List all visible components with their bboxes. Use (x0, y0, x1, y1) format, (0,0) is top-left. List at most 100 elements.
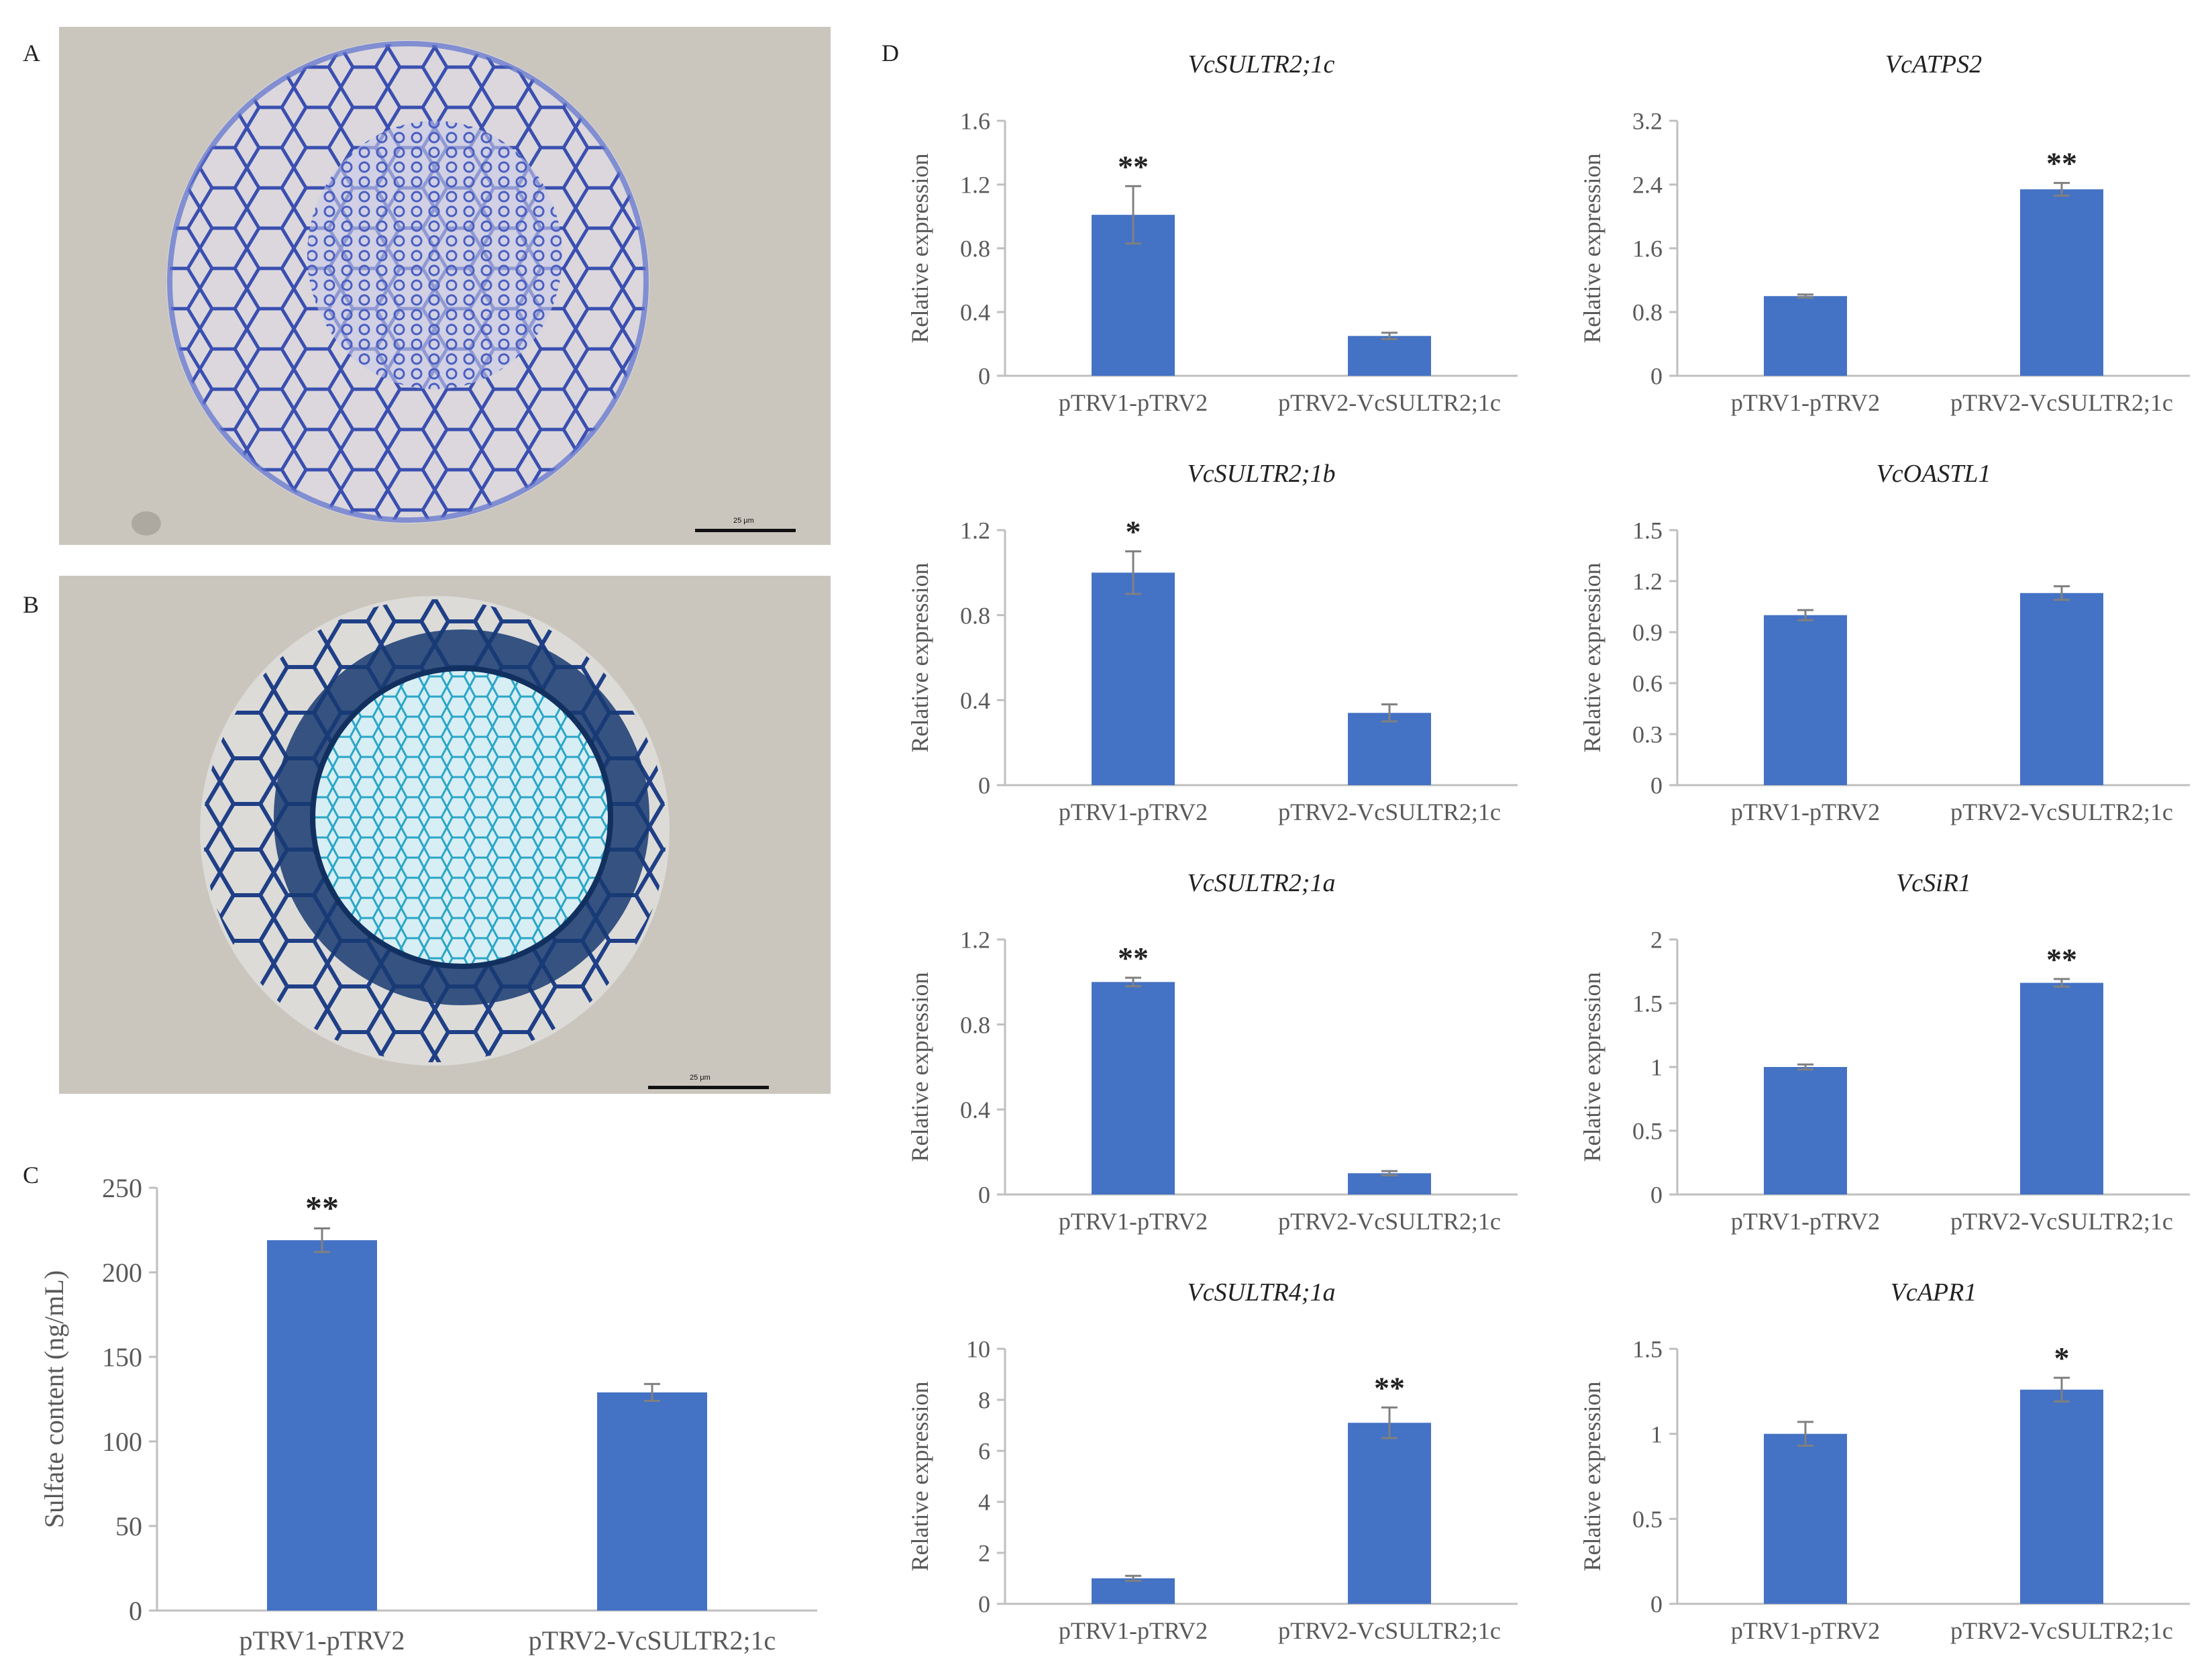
chart-d2: VcATPS2 0 0.8 1.6 2.4 3.2 Relative expression p… (1579, 50, 2190, 416)
y-tick-label: 1.2 (960, 927, 990, 954)
y-tick-label: 0 (978, 772, 990, 799)
bar-control (1092, 572, 1175, 785)
y-tick-label: 2.4 (1632, 172, 1663, 199)
y-tick-label: 0.5 (1632, 1118, 1663, 1145)
bar-silenced (2020, 189, 2103, 376)
chart-title: VcSULTR2;1b (1188, 460, 1336, 488)
bar-control (1764, 296, 1847, 376)
y-tick-label: 0.4 (960, 1097, 990, 1123)
x-category-label: pTRV1-pTRV2 (1059, 389, 1208, 416)
x-category-label: pTRV2-VcSULTR2;1c (1278, 389, 1501, 416)
significance-marker: ** (1118, 941, 1149, 975)
chart-title: VcSULTR4;1a (1188, 1278, 1336, 1307)
x-category-label: pTRV2-VcSULTR2;1c (1950, 1208, 2173, 1235)
chart-d1: VcSULTR2;1c 0 0.4 0.8 1.2 1.6 Relative express… (906, 50, 1518, 416)
y-tick-label: 100 (102, 1427, 142, 1457)
y-tick-label: 0.4 (960, 687, 990, 714)
panel-label-c: C (23, 1162, 40, 1188)
x-category-label: pTRV1-pTRV2 (1059, 1208, 1208, 1235)
y-axis-label: Relative expression (1579, 563, 1605, 753)
y-tick-label: 1.2 (960, 172, 990, 199)
y-tick-label: 0 (1650, 1591, 1663, 1618)
y-tick-label: 2 (978, 1540, 990, 1567)
y-tick-label: 1.6 (960, 108, 990, 135)
x-category-label: pTRV2-VcSULTR2;1c (1950, 799, 2173, 825)
y-tick-label: 4 (978, 1489, 990, 1516)
y-tick-label: 1 (1650, 1054, 1663, 1081)
y-tick-label: 0.6 (1632, 670, 1663, 697)
x-category-label: pTRV1-pTRV2 (1731, 1617, 1880, 1644)
y-tick-label: 0.8 (1632, 299, 1663, 326)
chart-d8: VcAPR1 0 0.5 1 1.5 Relative expression pTRV1-p… (1579, 1278, 2190, 1644)
panel-label-b: B (23, 591, 40, 618)
y-tick-label: 2 (1650, 927, 1663, 954)
y-tick-label: 10 (966, 1336, 990, 1363)
bar-silenced (2020, 1389, 2103, 1604)
scale-bar-label-b: 25 μm (690, 1074, 710, 1082)
y-tick-label: 0.8 (960, 236, 990, 262)
y-axis-label: Sulfate content (ng/mL) (39, 1270, 69, 1528)
y-tick-label: 0 (1650, 363, 1663, 390)
y-axis-label: Relative expression (1579, 154, 1605, 344)
x-category-label: pTRV1-pTRV2 (240, 1625, 405, 1656)
y-tick-label: 0.4 (960, 299, 990, 326)
scale-bar-b (648, 1086, 769, 1089)
y-tick-label: 1.5 (1632, 990, 1663, 1017)
x-category-label: pTRV2-VcSULTR2;1c (1278, 799, 1501, 825)
chart-title: VcATPS2 (1885, 50, 1982, 79)
significance-marker: ** (2046, 146, 2077, 181)
x-category-label: pTRV1-pTRV2 (1731, 389, 1880, 416)
y-tick-label: 250 (102, 1173, 142, 1203)
bar-silenced (1348, 1423, 1431, 1604)
x-category-label: pTRV2-VcSULTR2;1c (1950, 1617, 2173, 1644)
y-tick-label: 50 (115, 1511, 142, 1541)
bar-control (1092, 982, 1175, 1194)
significance-marker: * (2054, 1341, 2070, 1375)
significance-marker: ** (305, 1188, 339, 1226)
y-tick-label: 0 (978, 1591, 990, 1618)
y-tick-label: 1.5 (1632, 517, 1663, 544)
chart-d5: VcSULTR2;1a 0 0.4 0.8 1.2 Relative expression… (906, 869, 1518, 1235)
panel-label-a: A (23, 40, 40, 66)
micrograph-a: 25 μm (59, 27, 831, 545)
y-tick-label: 0.8 (960, 1011, 990, 1038)
micrograph-a-image (131, 40, 649, 536)
x-category-label: pTRV1-pTRV2 (1059, 799, 1208, 825)
x-category-label: pTRV2-VcSULTR2;1c (1950, 389, 2173, 416)
x-category-label: pTRV2-VcSULTR2;1c (529, 1625, 776, 1656)
bar-silenced (1348, 336, 1431, 376)
chart-title: VcOASTL1 (1877, 460, 1991, 488)
x-category-label: pTRV2-VcSULTR2;1c (1278, 1617, 1501, 1644)
y-tick-label: 1.6 (1632, 236, 1663, 262)
y-tick-label: 0.3 (1632, 721, 1663, 748)
bar-control (1764, 615, 1847, 785)
y-tick-label: 3.2 (1632, 108, 1663, 135)
y-tick-label: 150 (102, 1342, 142, 1372)
bar-control (1764, 1067, 1847, 1194)
chart-title: VcSiR1 (1896, 869, 1971, 897)
scale-bar-label-a: 25 μm (733, 517, 754, 525)
scale-bar-a (695, 529, 796, 532)
significance-marker: ** (1374, 1370, 1405, 1405)
significance-marker: * (1126, 515, 1141, 549)
bar-control (1764, 1433, 1847, 1604)
chart-d7: VcSULTR4;1a 0 2 4 6 8 10 Relative expression pTR… (906, 1278, 1518, 1644)
significance-marker: ** (2046, 942, 2077, 976)
chart-d3: VcSULTR2;1b 0 0.4 0.8 1.2 Relative expression… (906, 460, 1518, 825)
chart-d6: VcSiR1 0 0.5 1 1.5 2 Relative expression pTRV1-… (1579, 869, 2190, 1235)
chart-title: VcSULTR2;1c (1188, 50, 1335, 79)
x-category-label: pTRV1-pTRV2 (1059, 1617, 1208, 1644)
y-tick-label: 0 (978, 363, 990, 390)
bar-control (267, 1240, 377, 1611)
bar-silenced (597, 1392, 707, 1611)
y-tick-label: 8 (978, 1387, 990, 1414)
bar-silenced (2020, 593, 2103, 785)
y-tick-label: 0.5 (1632, 1506, 1663, 1533)
micrograph-b-image (200, 596, 670, 1066)
y-axis-label: Relative expression (906, 563, 933, 753)
y-tick-label: 200 (102, 1258, 142, 1288)
micrograph-b: 25 μm (59, 576, 831, 1094)
y-tick-label: 0 (129, 1596, 142, 1626)
bar-control (1092, 1578, 1175, 1604)
